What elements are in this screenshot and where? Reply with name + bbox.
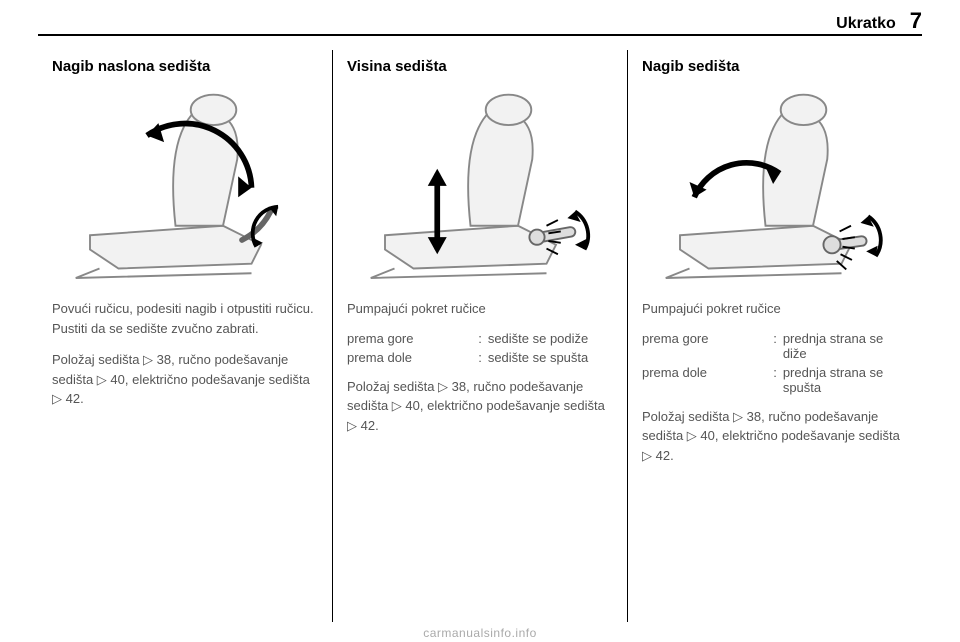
def-term: prema gore (347, 331, 472, 346)
column-tilt: Nagib sedišta (627, 50, 922, 622)
def-term: prema dole (642, 365, 767, 395)
column-heading: Nagib naslona sedišta (52, 58, 318, 75)
def-term: prema dole (347, 350, 472, 365)
column-recline: Nagib naslona sedišta (38, 50, 332, 622)
column-heading: Nagib sedišta (642, 58, 908, 75)
column-heading: Visina sedišta (347, 58, 613, 75)
seat-recline-illustration (52, 83, 318, 283)
paragraph-text: Povući ručicu, podesiti nagib i otpustit… (52, 299, 318, 338)
seat-height-illustration (347, 83, 613, 283)
header-right: Ukratko 7 (836, 8, 922, 34)
subheading-text: Pumpajući pokret ručice (347, 299, 613, 319)
column-height: Visina sedišta (332, 50, 627, 622)
def-desc: prednja strana se spušta (783, 365, 908, 395)
def-desc: sedište se podiže (488, 331, 613, 346)
references-text: Položaj sedišta ▷ 38, ručno podešavanje … (642, 407, 908, 466)
definition-list: prema gore : prednja strana se diže prem… (642, 331, 908, 395)
content-columns: Nagib naslona sedišta (38, 50, 922, 622)
subheading-text: Pumpajući pokret ručice (642, 299, 908, 319)
header-rule (38, 34, 922, 36)
def-colon: : (478, 331, 482, 346)
seat-tilt-illustration (642, 83, 908, 283)
def-colon: : (773, 365, 777, 395)
references-text: Položaj sedišta ▷ 38, ručno podešavanje … (347, 377, 613, 436)
def-desc: prednja strana se diže (783, 331, 908, 361)
def-colon: : (773, 331, 777, 361)
references-text: Položaj sedišta ▷ 38, ručno podešavanje … (52, 350, 318, 409)
def-term: prema gore (642, 331, 767, 361)
def-desc: sedište se spušta (488, 350, 613, 365)
definition-list: prema gore : sedište se podiže prema dol… (347, 331, 613, 365)
section-label: Ukratko (836, 15, 896, 33)
footer-url: carmanualsinfo.info (0, 626, 960, 640)
def-colon: : (478, 350, 482, 365)
page-number: 7 (910, 8, 922, 34)
